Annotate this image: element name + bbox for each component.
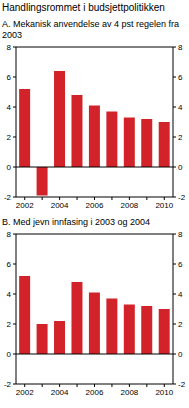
svg-text:8: 8 [8, 43, 12, 52]
svg-text:0: 0 [178, 350, 181, 359]
svg-text:2002: 2002 [16, 201, 34, 210]
svg-text:8: 8 [178, 230, 181, 239]
svg-text:-2: -2 [178, 380, 181, 389]
svg-text:-2: -2 [8, 193, 12, 202]
svg-text:2: 2 [178, 320, 181, 329]
svg-text:6: 6 [178, 73, 181, 82]
svg-text:-2: -2 [8, 380, 12, 389]
html-text:Handlingsrommet i budsjettpoli: Handlingsrommet i budsjettpolitikken [2, 2, 165, 13]
svg-text:-2: -2 [178, 193, 181, 202]
svg-text:2: 2 [8, 320, 12, 329]
svg-text:2008: 2008 [120, 388, 138, 397]
svg-text:2008: 2008 [120, 201, 138, 210]
svg-text:2006: 2006 [86, 201, 104, 210]
svg-text:2: 2 [8, 133, 12, 142]
svg-text:2010: 2010 [155, 388, 173, 397]
svg-text:2004: 2004 [51, 201, 69, 210]
svg-text:0: 0 [8, 163, 12, 172]
svg-text:6: 6 [178, 260, 181, 269]
svg-text:2010: 2010 [155, 201, 173, 210]
svg-text:2: 2 [178, 133, 181, 142]
svg-text:2004: 2004 [51, 388, 69, 397]
html-text:B. Med jevn innfasing i 2003 o: B. Med jevn innfasing i 2003 og 2004 [2, 217, 151, 227]
svg-text:0: 0 [8, 350, 12, 359]
svg-text:6: 6 [8, 73, 12, 82]
svg-text:6: 6 [8, 260, 12, 269]
svg-text:2002: 2002 [16, 388, 34, 397]
svg-text:0: 0 [178, 163, 181, 172]
svg-text:4: 4 [8, 103, 12, 112]
svg-text:8: 8 [178, 43, 181, 52]
svg-text:4: 4 [8, 290, 12, 299]
svg-text:8: 8 [8, 230, 12, 239]
svg-text:4: 4 [178, 103, 181, 112]
html-text:A. Mekanisk anvendelse av 4 ps: A. Mekanisk anvendelse av 4 pst regelen … [2, 19, 180, 40]
svg-text:4: 4 [178, 290, 181, 299]
svg-text:2006: 2006 [86, 388, 104, 397]
